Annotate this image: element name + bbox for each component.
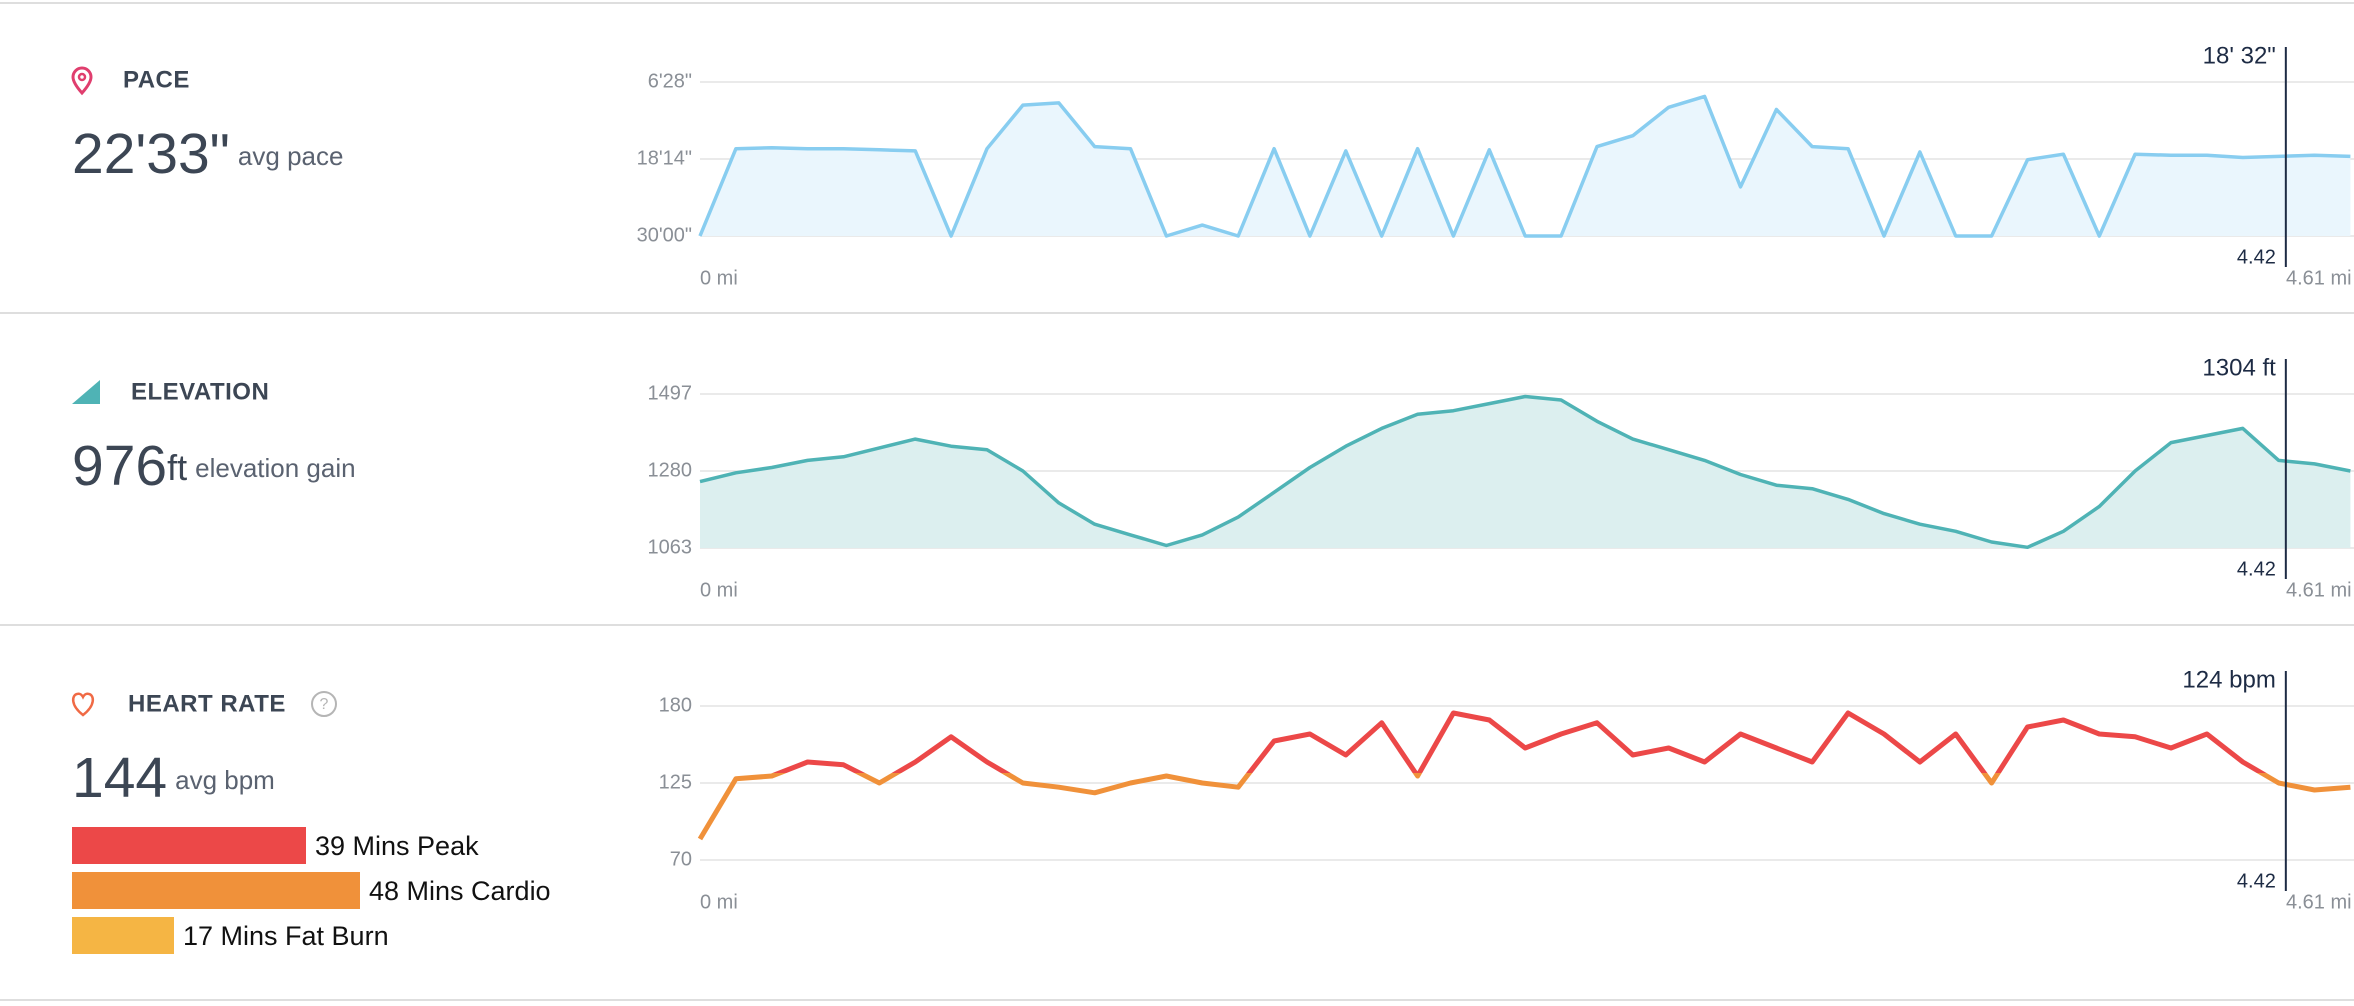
summary: 144 avg bpm bbox=[72, 746, 275, 810]
panel-title: PACE bbox=[123, 66, 190, 93]
pace-icon bbox=[71, 66, 93, 96]
summary-value: 22'33" bbox=[72, 122, 230, 186]
panel-title: HEART RATE bbox=[128, 690, 286, 717]
help-icon[interactable]: ? bbox=[311, 691, 337, 717]
cursor-readout: 18' 32" bbox=[2203, 42, 2276, 69]
summary-value: 144 bbox=[72, 746, 167, 810]
summary-label: avg bpm bbox=[175, 765, 275, 795]
summary: 976ft elevation gain bbox=[72, 434, 356, 498]
cursor-distance: 4.42 bbox=[2237, 246, 2276, 268]
y-tick-label: 1063 bbox=[648, 536, 693, 558]
zone-bar bbox=[72, 872, 360, 909]
zone-bar bbox=[72, 827, 306, 864]
area-fill bbox=[700, 96, 2351, 237]
summary-unit: ft bbox=[167, 447, 187, 488]
zone-label: 39 Mins Peak bbox=[315, 831, 479, 861]
panel-title: ELEVATION bbox=[131, 378, 269, 405]
x-tick-label: 4.61 mi bbox=[2286, 267, 2352, 289]
summary: 22'33" avg pace bbox=[72, 122, 343, 186]
svg-text:?: ? bbox=[320, 696, 329, 713]
area-fill bbox=[700, 396, 2351, 548]
x-tick-label: 0 mi bbox=[700, 579, 738, 601]
cursor-readout: 1304 ft bbox=[2202, 354, 2276, 381]
x-tick-label: 0 mi bbox=[700, 267, 738, 289]
summary-label: elevation gain bbox=[195, 453, 355, 483]
x-tick-label: 4.61 mi bbox=[2286, 579, 2352, 601]
series-line bbox=[698, 94, 2351, 238]
zone-bar bbox=[72, 917, 174, 954]
y-tick-label: 125 bbox=[659, 771, 692, 793]
y-tick-label: 70 bbox=[670, 848, 692, 870]
cursor-distance: 4.42 bbox=[2237, 558, 2276, 580]
y-tick-label: 6'28" bbox=[648, 70, 692, 92]
summary-value: 976 bbox=[72, 434, 167, 498]
y-tick-label: 18'14" bbox=[637, 147, 692, 169]
cursor-readout: 124 bpm bbox=[2182, 666, 2275, 693]
series-line bbox=[697, 710, 2351, 841]
heart-icon bbox=[72, 692, 94, 717]
elevation-icon bbox=[72, 380, 100, 404]
cursor-distance: 4.42 bbox=[2237, 870, 2276, 892]
zone-label: 17 Mins Fat Burn bbox=[183, 921, 389, 951]
y-tick-label: 1280 bbox=[648, 459, 693, 481]
zone-label: 48 Mins Cardio bbox=[369, 876, 551, 906]
x-tick-label: 0 mi bbox=[700, 891, 738, 913]
series-line bbox=[699, 394, 2351, 550]
y-tick-label: 30'00" bbox=[637, 224, 692, 246]
x-tick-label: 4.61 mi bbox=[2286, 891, 2352, 913]
summary-label: avg pace bbox=[238, 141, 344, 171]
y-tick-label: 1497 bbox=[648, 382, 693, 404]
y-tick-label: 180 bbox=[659, 694, 692, 716]
